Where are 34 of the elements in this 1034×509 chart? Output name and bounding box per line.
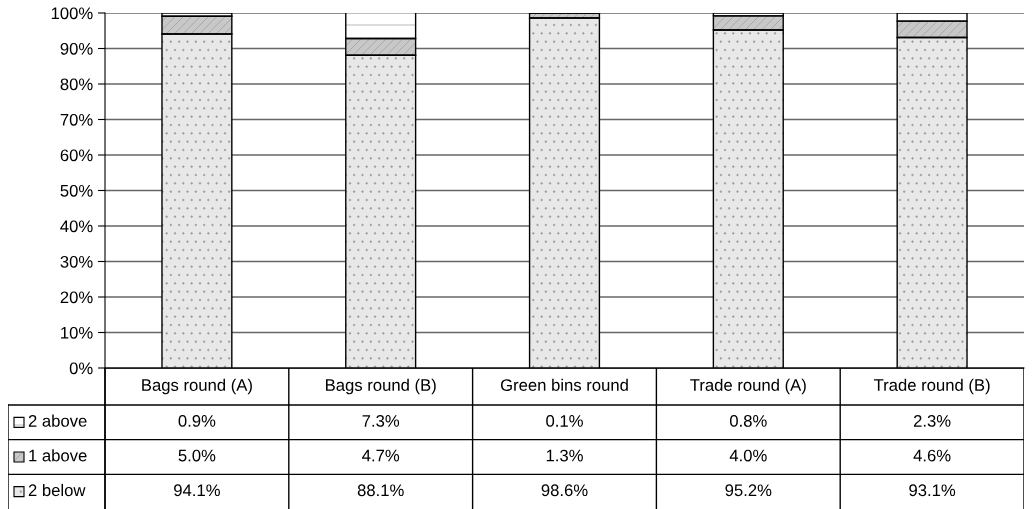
legend-label: 2 below	[28, 483, 86, 497]
y-tick-label: 10%	[61, 326, 93, 339]
y-tick-label: 90%	[60, 42, 93, 55]
y-tick-label: 0%	[69, 362, 93, 375]
data-label: 88.1%	[357, 484, 404, 497]
data-label: 7.3%	[362, 415, 400, 427]
legend-label: 2 above	[28, 414, 87, 427]
data-label: 4.7%	[362, 449, 400, 462]
x-tick-label: Bags round (A)	[142, 378, 252, 395]
data-label: 93.1%	[909, 484, 956, 497]
data-label: 4.6%	[913, 449, 951, 462]
y-tick-label: 100%	[51, 7, 93, 20]
x-tick-label: Bags round (B)	[326, 378, 436, 395]
data-label: 98.6%	[541, 484, 588, 497]
data-label: 0.1%	[546, 415, 583, 427]
y-tick-label: 50%	[60, 184, 93, 197]
y-tick-label: 70%	[60, 113, 93, 126]
y-tick-label: 40%	[60, 220, 93, 233]
data-label: 2.3%	[913, 415, 951, 427]
x-tick-label: Green bins round	[500, 378, 628, 391]
x-tick-label: Trade round (A)	[690, 378, 806, 395]
data-label: 5.0%	[178, 449, 216, 462]
y-tick-label: 30%	[60, 255, 93, 268]
y-tick-label: 20%	[60, 291, 93, 304]
data-label: 0.9%	[178, 415, 216, 427]
data-label: 1.3%	[546, 449, 583, 462]
data-label: 4.0%	[729, 449, 767, 462]
legend-label: 1 above	[29, 449, 87, 462]
data-label: 94.1%	[174, 484, 220, 497]
data-label: 0.8%	[729, 415, 767, 427]
x-tick-label: Trade round (B)	[873, 378, 990, 395]
data-label: 95.2%	[725, 484, 772, 497]
y-tick-label: 60%	[60, 149, 93, 162]
y-tick-label: 80%	[60, 78, 93, 91]
